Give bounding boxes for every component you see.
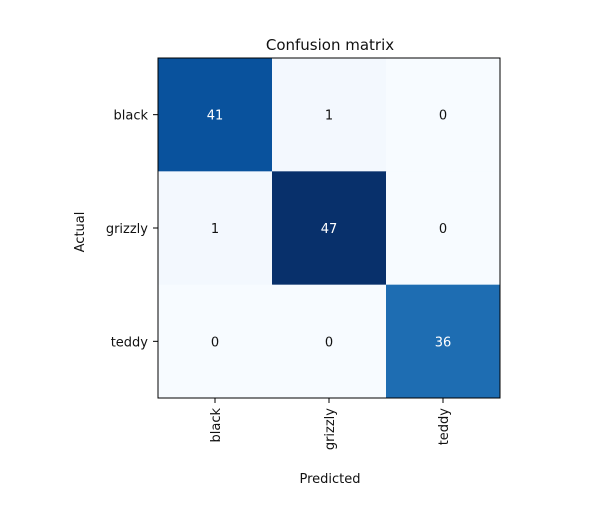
heatmap-cell-labels: 41 1 0 1 47 0 0 0 36 <box>207 109 452 351</box>
x-tick-label-teddy: teddy <box>437 408 452 446</box>
heatmap-cell-black-black <box>158 58 273 172</box>
heatmap-cell-grizzly-teddy <box>386 171 501 286</box>
heatmap-cell-value-black-black: 41 <box>207 109 224 124</box>
y-axis-label: Actual <box>73 212 88 253</box>
heatmap-cell-teddy-black <box>158 284 273 399</box>
x-tick-label-black: black <box>209 408 224 443</box>
heatmap-cell-value-black-grizzly: 1 <box>325 109 333 124</box>
x-tick-label-grizzly: grizzly <box>323 408 338 450</box>
x-axis-ticks: black grizzly teddy <box>209 398 452 450</box>
heatmap-cell-value-grizzly-black: 1 <box>211 222 219 237</box>
heatmap-cell-black-grizzly <box>272 58 387 172</box>
heatmap-cell-value-teddy-grizzly: 0 <box>325 335 333 350</box>
heatmap-cells <box>158 58 501 399</box>
y-tick-label-black: black <box>113 109 148 124</box>
heatmap-cell-teddy-grizzly <box>272 284 387 399</box>
x-axis-label: Predicted <box>299 472 360 487</box>
heatmap-cell-value-teddy-teddy: 36 <box>435 335 452 350</box>
heatmap-cell-value-grizzly-teddy: 0 <box>439 222 447 237</box>
heatmap-cell-value-black-teddy: 0 <box>439 109 447 124</box>
heatmap-cell-value-teddy-black: 0 <box>211 335 219 350</box>
chart-title: Confusion matrix <box>266 36 394 54</box>
heatmap-cell-value-grizzly-grizzly: 47 <box>321 222 338 237</box>
y-tick-label-teddy: teddy <box>111 335 149 350</box>
heatmap-cell-grizzly-grizzly <box>272 171 387 286</box>
heatmap-cell-black-teddy <box>386 58 501 172</box>
y-tick-label-grizzly: grizzly <box>106 222 148 237</box>
heatmap-cell-grizzly-black <box>158 171 273 286</box>
heatmap-cell-teddy-teddy <box>386 284 501 399</box>
y-axis-ticks: black grizzly teddy <box>106 109 158 350</box>
